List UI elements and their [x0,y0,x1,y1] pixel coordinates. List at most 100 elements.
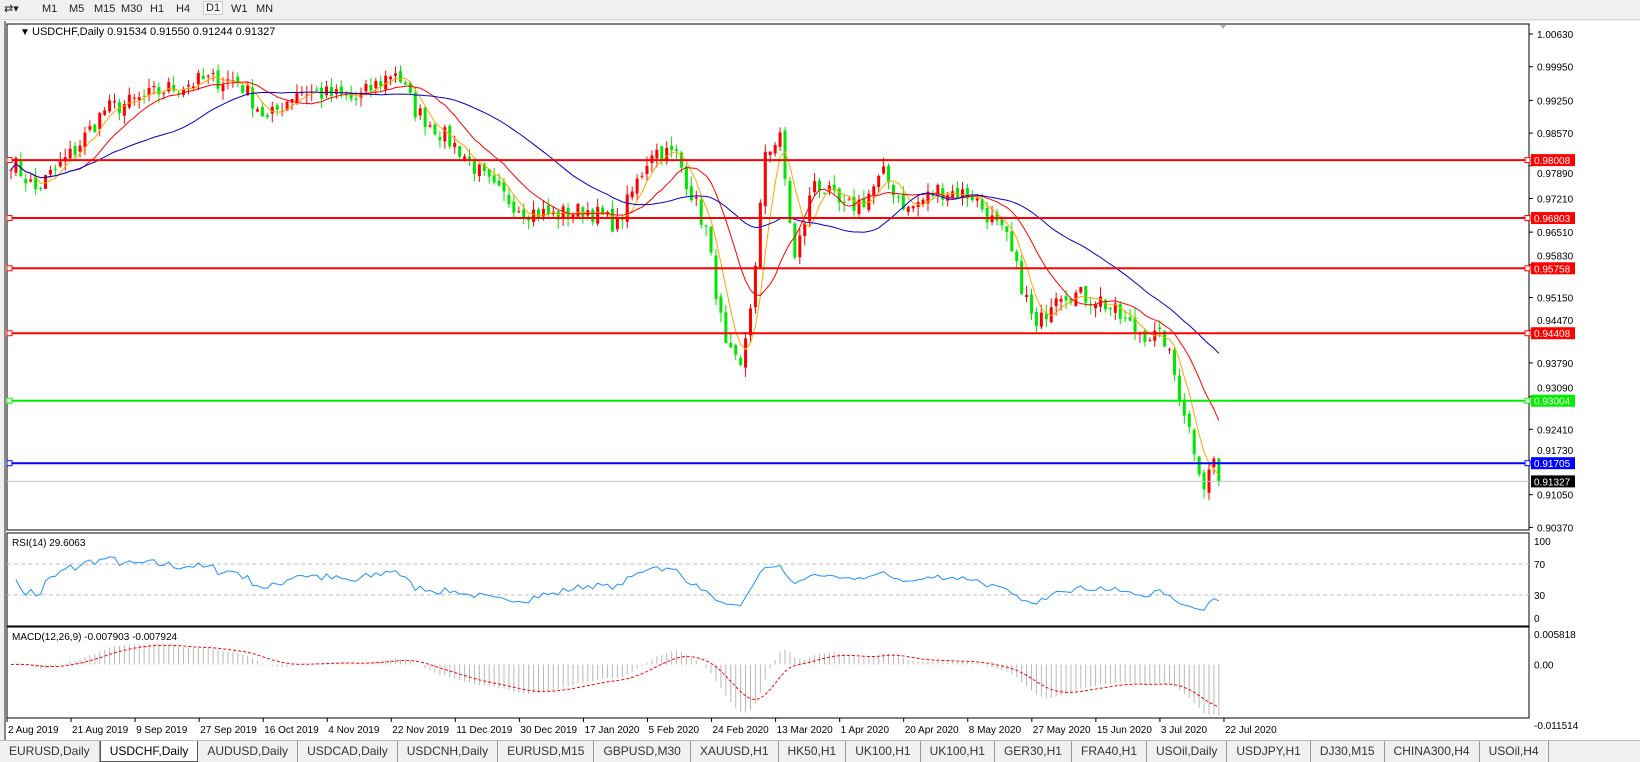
tab-xauusd-h1[interactable]: XAUUSD,H1 [691,741,779,762]
candle-body [1069,298,1073,303]
tab-usoil-h4[interactable]: USOil,H4 [1480,741,1549,762]
candle-body [1217,458,1221,482]
candle-body [788,181,792,223]
tab-uk100-h1[interactable]: UK100,H1 [921,741,995,762]
tab-usoil-daily[interactable]: USOil,Daily [1147,741,1228,762]
date-axis-label: 15 Jun 2020 [1097,725,1152,736]
candle-body [354,98,358,100]
candle-body [739,357,743,366]
tf-m1[interactable]: M1 [42,3,58,15]
price-axis-label: 0.99950 [1537,63,1574,74]
candle-body [537,209,541,218]
candle-body [58,161,62,167]
candle-body [93,124,97,132]
macd-panel-frame [6,626,1530,719]
candle-body [487,168,491,177]
candle-body [458,146,462,157]
candle-body [295,92,299,103]
tab-eurusd-m15[interactable]: EURUSD,M15 [498,741,595,762]
tab-usdcad-daily[interactable]: USDCAD,Daily [298,741,398,762]
tf-d1[interactable]: D1 [203,1,224,15]
tab-usdcnh-daily[interactable]: USDCNH,Daily [398,741,499,762]
price-axis-label: 0.93090 [1537,384,1574,395]
candle-body [744,338,748,368]
candle-body [709,226,713,253]
tab-china300-h4[interactable]: CHINA300,H4 [1385,741,1480,762]
level-handle [6,157,13,164]
price-axis-label: 0.94470 [1537,316,1574,327]
candle-body [73,146,77,155]
candle-body [1133,317,1137,333]
candle-body [842,202,846,204]
candle-body [433,124,437,135]
candle-body [1074,292,1078,307]
chart-tools-icon[interactable]: ⇄▾ [4,3,19,15]
candle-body [211,72,215,74]
tf-h4[interactable]: H4 [176,3,191,15]
candle-body [970,196,974,201]
candle-body [699,199,703,225]
level-handle [6,397,13,404]
date-axis-label: 1 Apr 2020 [841,725,890,736]
candle-body [1039,312,1043,327]
price-axis-label: 0.98570 [1537,129,1574,140]
tf-h1[interactable]: H1 [150,3,165,15]
candle-body [344,94,348,96]
moving-average-13 [10,81,1220,421]
tf-m5[interactable]: M5 [69,3,85,15]
candle-body [177,92,181,94]
candle-body [625,194,629,222]
tab-dj30-m15[interactable]: DJ30,M15 [1311,741,1385,762]
price-axis-label: 0.97210 [1537,194,1574,205]
candle-body [694,197,698,199]
tf-m15[interactable]: M15 [94,3,116,15]
candle-body [482,163,486,172]
candle-body [418,108,422,116]
candle-body [522,209,526,219]
tab-eurusd-daily[interactable]: EURUSD,Daily [0,741,100,762]
candle-body [724,312,728,344]
tab-gbpusd-m30[interactable]: GBPUSD,M30 [594,741,691,762]
candle-body [1163,330,1167,347]
candle-body [172,84,176,91]
candle-body [1143,330,1147,342]
candle-body [675,149,679,152]
candle-body [285,101,289,111]
moving-average-5 [10,76,1220,475]
candle-body [507,194,511,205]
tf-m30[interactable]: M30 [121,3,143,15]
tab-usdchf-daily[interactable]: USDCHF,Daily [99,741,199,762]
candle-body [216,70,220,89]
tab-fra40-h1[interactable]: FRA40,H1 [1072,741,1148,762]
macd-label: MACD(12,26,9) -0.007903 -0.007924 [12,632,178,643]
candle-body [453,142,457,148]
candle-body [818,180,822,191]
level-price-tag [1531,394,1575,407]
candle-body [556,211,560,220]
candle-body [1010,231,1014,252]
tab-ger30-h1[interactable]: GER30,H1 [995,741,1072,762]
tab-usdjpy-h1[interactable]: USDJPY,H1 [1227,741,1311,762]
candle-body [369,85,373,91]
tf-mn[interactable]: MN [256,3,274,15]
chart-canvas[interactable]: ▼ USDCHF,Daily 0.91534 0.91550 0.91244 0.… [6,21,1640,740]
candle-body [379,81,383,87]
candle-body [108,100,112,112]
candle-body [719,296,723,313]
tab-uk100-h1[interactable]: UK100,H1 [846,741,921,762]
candle-body [1148,340,1152,342]
candle-body [822,192,826,194]
candle-body [635,178,639,194]
timeframe-toolbar: ⇄▾ M1 M5 M15 M30 H1 H4 D1 W1 MN [0,0,1640,20]
tab-audusd-daily[interactable]: AUDUSD,Daily [198,741,299,762]
candle-body [852,196,856,211]
level-price-label: 0.93004 [1534,397,1571,408]
tf-w1[interactable]: W1 [231,3,248,15]
candle-body [901,193,905,210]
candle-body [882,166,886,174]
date-axis-label: 21 Aug 2019 [72,725,129,736]
candle-body [256,109,259,112]
chart-window[interactable]: ▼ USDCHF,Daily 0.91534 0.91550 0.91244 0.… [4,21,1640,740]
current-price-tag [1531,475,1575,488]
tab-hk50-h1[interactable]: HK50,H1 [779,741,847,762]
